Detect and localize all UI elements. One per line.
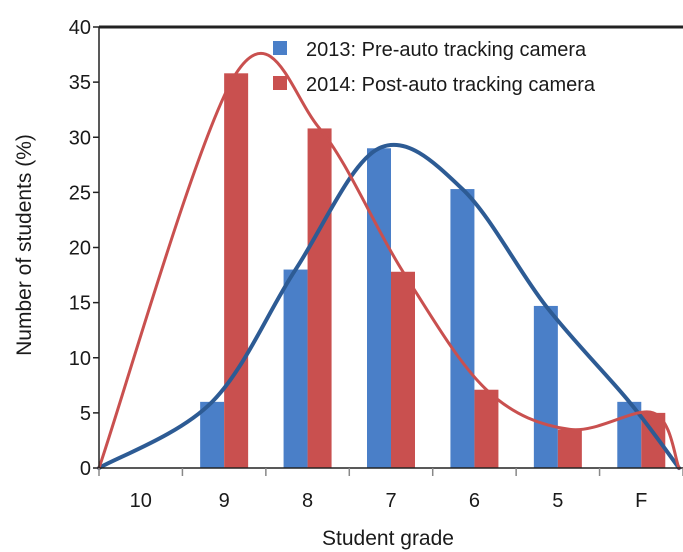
x-tick-label: 7: [385, 490, 396, 512]
legend-swatch-2014: [273, 76, 287, 90]
bar-2013-8: [283, 269, 308, 468]
x-tick-label: 10: [130, 490, 152, 512]
y-tick-label: 5: [80, 403, 91, 425]
x-axis-title: Student grade: [322, 527, 454, 550]
bars-layer: [200, 73, 666, 469]
legend: 2013: Pre-auto tracking camera 2014: Post…: [273, 39, 596, 96]
x-tick-label: 9: [219, 490, 230, 512]
y-tick-label: 15: [69, 293, 91, 315]
y-tick-label: 30: [69, 127, 91, 149]
bar-2013-9: [200, 401, 225, 468]
x-tick-label: F: [635, 490, 647, 512]
y-tick-label: 35: [69, 72, 91, 94]
y-tick-label: 40: [69, 17, 91, 39]
bar-2014-6: [474, 389, 499, 468]
y-tick-label: 25: [69, 182, 91, 204]
bar-2014-5: [557, 429, 582, 468]
bar-2013-5: [533, 305, 558, 468]
y-tick-label: 10: [69, 348, 91, 370]
legend-label-2014: 2014: Post-auto tracking camera: [306, 74, 596, 96]
legend-label-2013: 2013: Pre-auto tracking camera: [306, 39, 587, 61]
x-tick-label: 8: [302, 490, 313, 512]
bar-2013-7: [367, 148, 391, 468]
trend-curve-2014: [97, 52, 681, 470]
bar-2013-6: [450, 189, 475, 468]
y-tick-label: 0: [80, 458, 91, 480]
axes-layer: 0 5 10 15 20 25 30 35 40 10 9 8 7 6 5 F: [69, 17, 683, 512]
trend-curve-2013: [97, 142, 681, 470]
bar-2014-8: [307, 128, 332, 468]
bar-2014-7: [391, 271, 415, 468]
legend-swatch-2013: [273, 41, 287, 55]
trend-curves-layer: [97, 52, 681, 470]
y-tick-label: 20: [69, 238, 91, 260]
y-axis-title: Number of students (%): [13, 134, 36, 356]
x-tick-label: 6: [469, 490, 480, 512]
bar-2014-9: [224, 73, 249, 469]
x-tick-label: 5: [552, 490, 563, 512]
